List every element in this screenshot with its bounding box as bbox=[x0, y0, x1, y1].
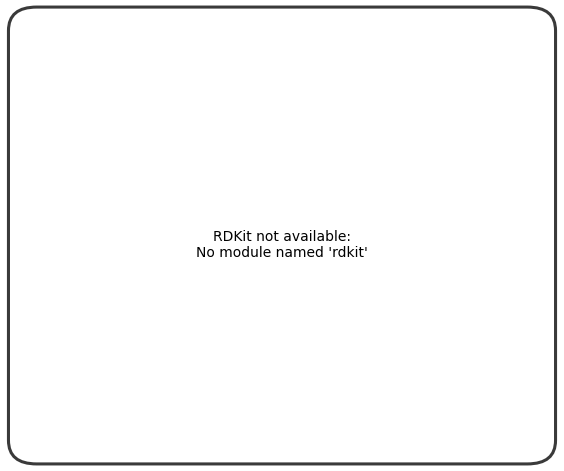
Text: RDKit not available:
No module named 'rdkit': RDKit not available: No module named 'rd… bbox=[196, 230, 368, 260]
